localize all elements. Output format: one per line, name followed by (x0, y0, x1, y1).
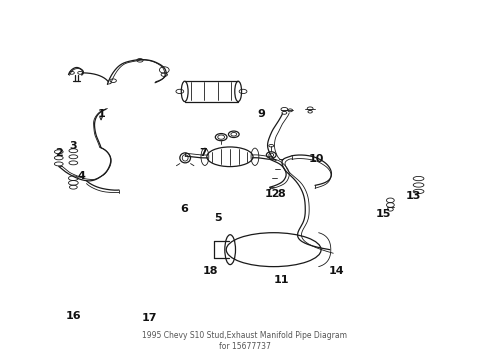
Text: 10: 10 (308, 154, 324, 163)
Text: 12: 12 (264, 189, 280, 199)
Text: 17: 17 (142, 312, 157, 323)
Text: 1995 Chevy S10 Stud,Exhaust Manifold Pipe Diagram
for 15677737: 1995 Chevy S10 Stud,Exhaust Manifold Pip… (142, 331, 346, 351)
Text: 6: 6 (180, 203, 187, 213)
Text: 13: 13 (405, 191, 421, 201)
Text: 5: 5 (214, 212, 221, 222)
Text: 8: 8 (277, 189, 284, 199)
Text: 7: 7 (199, 148, 206, 158)
Text: 1: 1 (97, 109, 105, 119)
Text: 15: 15 (375, 209, 390, 219)
Text: 9: 9 (257, 109, 265, 119)
Text: 16: 16 (65, 311, 81, 321)
Text: 3: 3 (69, 141, 77, 151)
Text: 14: 14 (328, 266, 344, 276)
Text: 4: 4 (78, 171, 85, 181)
Text: 11: 11 (273, 275, 288, 285)
Text: 2: 2 (55, 148, 62, 158)
Text: 18: 18 (203, 266, 218, 276)
